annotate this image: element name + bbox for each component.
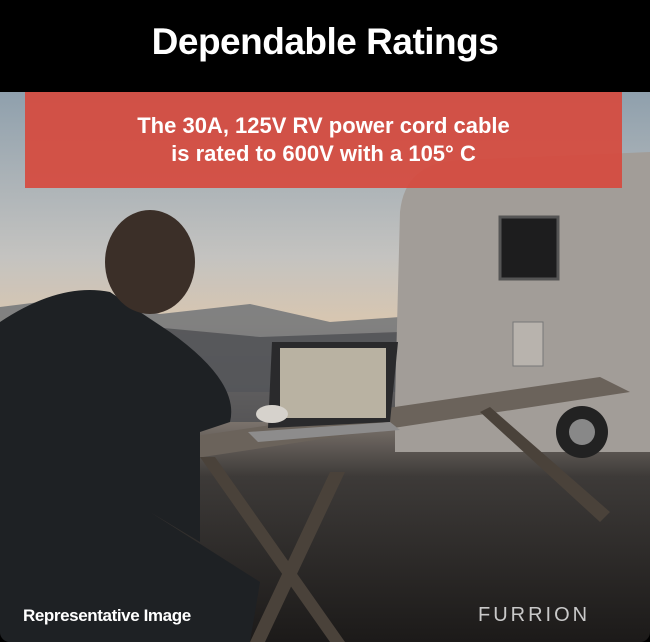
person-silhouette (0, 290, 260, 642)
header: Dependable Ratings (0, 0, 650, 92)
page-title: Dependable Ratings (151, 21, 499, 62)
brand-logo: FURRION (478, 604, 591, 626)
rating-banner: The 30A, 125V RV power cord cable is rat… (25, 92, 622, 188)
scene-illustration (0, 152, 650, 642)
banner-line-1: The 30A, 125V RV power cord cable (137, 113, 510, 138)
mug (256, 405, 288, 423)
rv-hatch (512, 321, 544, 367)
person-head (105, 210, 195, 314)
rv-wheel-hub (569, 419, 595, 445)
rv-body (395, 152, 650, 452)
banner-line-2: is rated to 600V with a 105° C (171, 141, 476, 166)
laptop-base (248, 422, 400, 442)
table-legs (200, 407, 610, 642)
caption: Representative Image (23, 606, 191, 625)
rv-window (498, 215, 560, 281)
laptop-display (280, 348, 386, 418)
